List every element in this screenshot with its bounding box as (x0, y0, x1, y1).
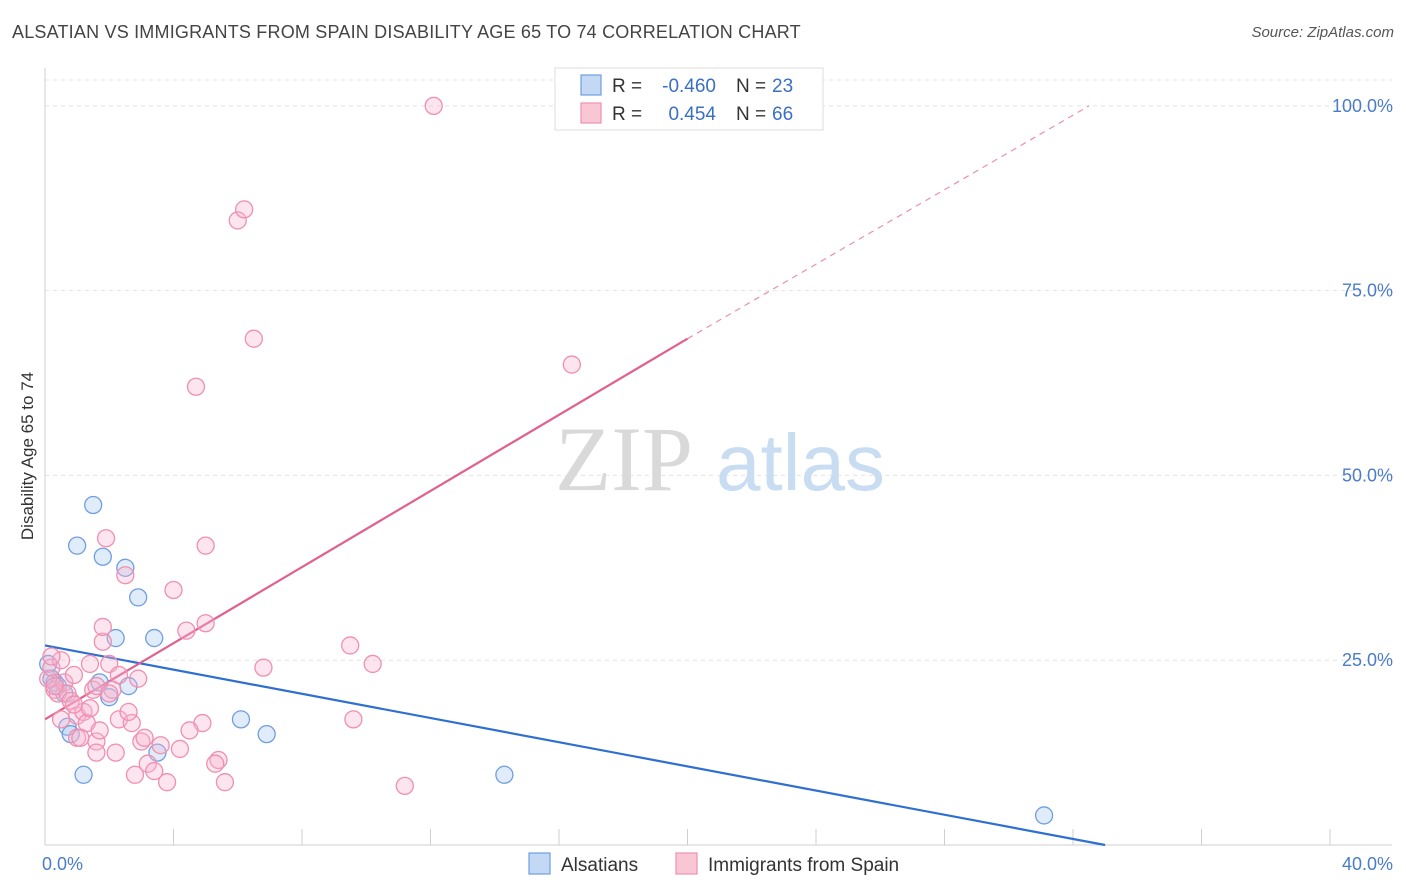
legend-r-label-2: R = (612, 104, 642, 125)
data-point-spain (170, 739, 190, 759)
data-point-spain (151, 736, 170, 755)
data-point-spain (64, 695, 84, 714)
data-point-spain (125, 765, 145, 784)
trend-line-extension-1 (687, 105, 1090, 340)
data-point-spain (206, 754, 225, 773)
data-point-spain (116, 566, 135, 585)
data-point-spain (87, 743, 106, 762)
data-point-spain (55, 673, 74, 692)
data-point-spain (96, 529, 116, 548)
x-tick-label: 0.0% (42, 854, 83, 874)
series-legend: Alsatians Immigrants from Spain (528, 852, 899, 876)
data-point-spain (254, 658, 273, 677)
data-point-spain (196, 536, 215, 555)
data-point-alsatians (129, 588, 148, 607)
x-tick-label: 40.0% (1342, 854, 1393, 874)
y-tick-label: 25.0% (1342, 650, 1393, 670)
legend-n-value-1: 23 (772, 76, 793, 97)
data-point-spain (93, 617, 112, 637)
legend-n-label-2: N = (736, 104, 766, 125)
y-tick-label: 50.0% (1342, 465, 1393, 485)
y-axis-title: Disability Age 65 to 74 (18, 372, 37, 540)
data-point-spain (177, 621, 196, 640)
data-point-alsatians (84, 495, 103, 515)
data-point-spain (186, 377, 206, 396)
legend-n-value-2: 66 (772, 104, 793, 125)
data-point-spain (106, 743, 125, 762)
data-point-alsatians (67, 536, 87, 555)
data-point-alsatians (74, 765, 93, 784)
data-point-spain (122, 713, 141, 733)
data-point-spain (42, 647, 61, 666)
data-point-spain (135, 728, 154, 747)
data-point-spain (90, 721, 109, 740)
chart-source: Source: ZipAtlas.com (1251, 24, 1394, 41)
data-point-spain (164, 580, 183, 600)
data-point-spain (119, 702, 138, 722)
data-point-alsatians (1034, 806, 1054, 825)
watermark-atlas: atlas (716, 418, 885, 507)
series-legend-swatch-spain (675, 852, 698, 875)
legend-n-label-1: N = (736, 76, 766, 97)
y-tick-label: 100.0% (1332, 96, 1393, 116)
data-point-alsatians (257, 724, 276, 744)
tick-labels: 25.0% 50.0% 75.0% 100.0% 0.0% 40.0% (42, 96, 1393, 874)
data-point-alsatians (495, 765, 514, 784)
data-point-spain (196, 614, 215, 633)
series-legend-label-alsatians: Alsatians (561, 855, 638, 876)
data-point-alsatians (145, 628, 164, 648)
data-point-spain (145, 761, 164, 781)
data-point-spain (129, 669, 148, 688)
data-point-spain (93, 632, 112, 651)
data-point-spain (341, 636, 360, 655)
data-point-spain (180, 721, 199, 740)
trend-line-0 (44, 644, 1106, 847)
data-point-spain (562, 355, 581, 374)
data-point-spain (395, 776, 414, 796)
data-point-spain (244, 329, 263, 348)
data-point-spain (71, 728, 90, 747)
gridlines (45, 79, 1392, 661)
legend-r-value-2: 0.454 (668, 104, 716, 125)
y-tick-label: 75.0% (1342, 281, 1393, 301)
data-point-spain (228, 211, 247, 230)
data-point-spain (64, 665, 84, 685)
data-point-alsatians (116, 558, 135, 577)
data-point-spain (215, 773, 235, 792)
data-point-spain (100, 684, 119, 703)
legend-swatch-spain (580, 102, 602, 124)
data-point-spain (344, 710, 363, 729)
axes (44, 68, 1392, 846)
data-point-alsatians (93, 547, 112, 566)
legend-r-label-1: R = (612, 76, 642, 97)
series-legend-swatch-alsatians (528, 852, 551, 875)
data-point-spain (424, 96, 443, 116)
chart-title: ALSATIAN VS IMMIGRANTS FROM SPAIN DISABI… (12, 22, 801, 42)
legend-r-value-1: -0.460 (662, 76, 716, 97)
data-point-alsatians (231, 710, 251, 729)
data-point-spain (138, 754, 157, 773)
stats-legend: R = -0.460 N = 23 R = 0.454 N = 66 (554, 67, 824, 131)
data-point-spain (109, 665, 129, 685)
trend-lines (44, 105, 1106, 847)
data-point-spain (80, 699, 100, 718)
data-points (39, 96, 1054, 825)
watermark-zip: ZIP (555, 408, 693, 510)
data-point-spain (80, 654, 100, 674)
trend-line-1 (44, 337, 689, 721)
data-point-spain (157, 773, 177, 792)
data-point-spain (51, 710, 71, 729)
data-point-spain (45, 676, 64, 696)
data-point-spain (363, 654, 382, 674)
legend-swatch-alsatians (580, 74, 602, 96)
data-point-spain (51, 651, 71, 670)
series-legend-label-spain: Immigrants from Spain (708, 855, 899, 876)
data-point-spain (235, 200, 254, 219)
